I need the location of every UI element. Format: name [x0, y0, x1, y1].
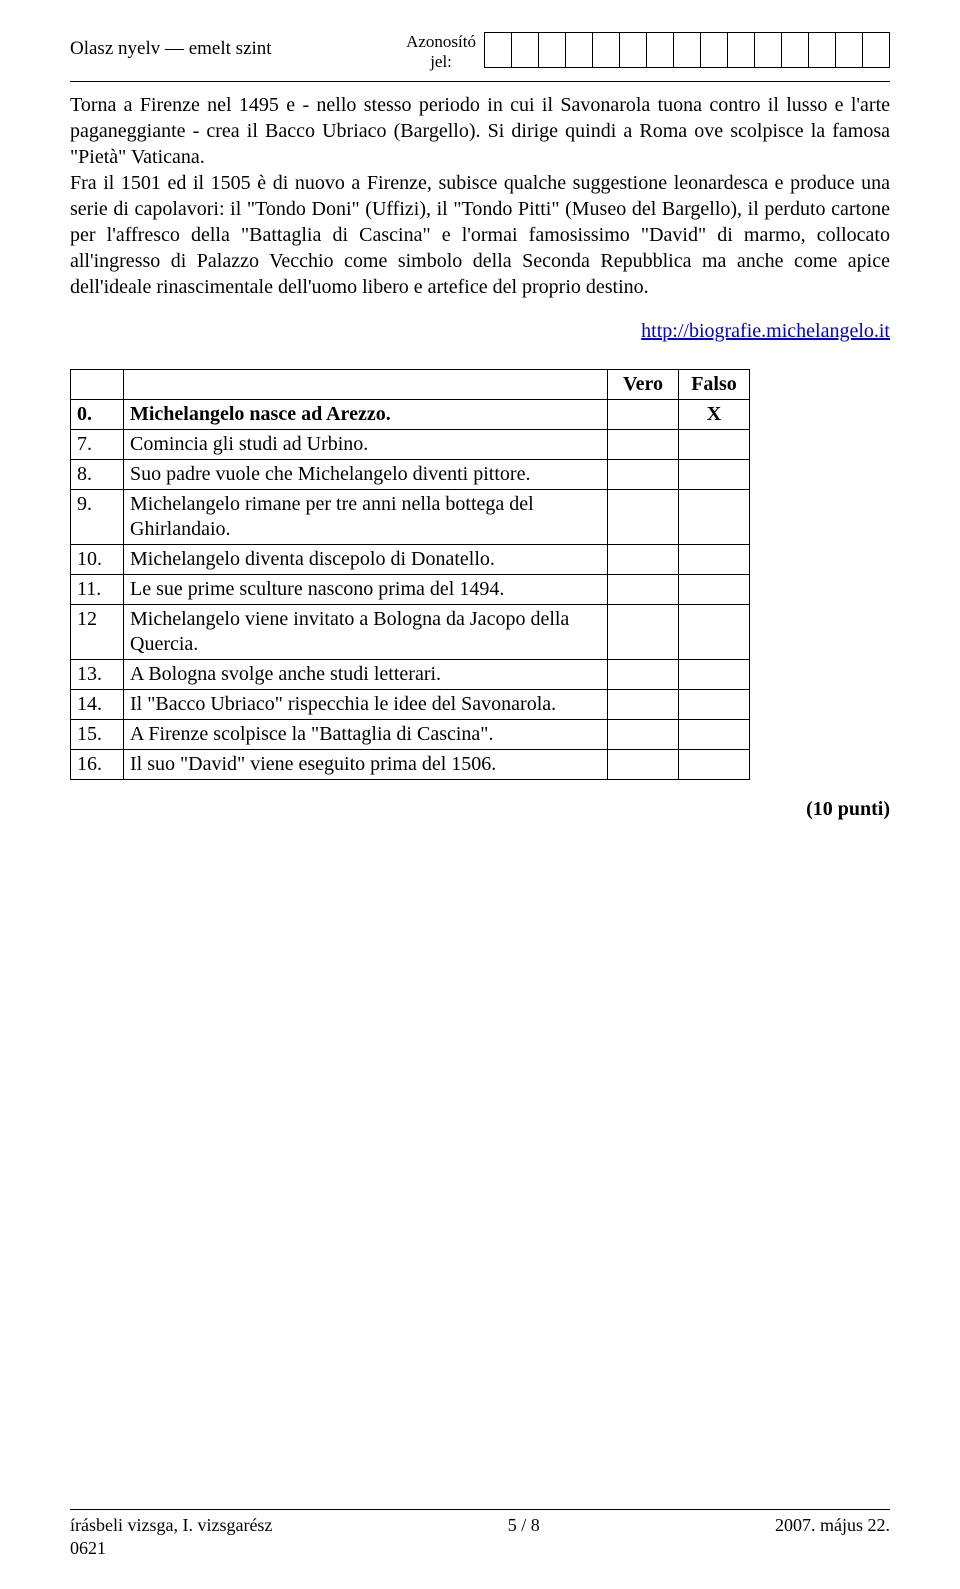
- row-statement: Michelangelo diventa discepolo di Donate…: [124, 545, 608, 575]
- footer-rule: [70, 1509, 890, 1510]
- id-label-line1: Azonosító: [406, 32, 476, 51]
- row-number: 16.: [71, 750, 124, 780]
- row-number: 10.: [71, 545, 124, 575]
- cell-vero[interactable]: [608, 490, 679, 545]
- paragraph-line: Torna a Firenze nel 1495 e - nello stess…: [70, 94, 890, 168]
- cell-vero[interactable]: [608, 545, 679, 575]
- id-box[interactable]: [835, 32, 863, 68]
- footer-left: írásbeli vizsga, I. vizsgarész 0621: [70, 1514, 272, 1559]
- row-number: 13.: [71, 660, 124, 690]
- table-row: 8.Suo padre vuole che Michelangelo diven…: [71, 460, 750, 490]
- footer-left-line2: 0621: [70, 1538, 106, 1558]
- cell-vero[interactable]: [608, 430, 679, 460]
- table-row: 15.A Firenze scolpisce la "Battaglia di …: [71, 720, 750, 750]
- table-row: 10.Michelangelo diventa discepolo di Don…: [71, 545, 750, 575]
- cell-falso[interactable]: [679, 430, 750, 460]
- id-label-line2: jel:: [430, 52, 452, 71]
- row-statement: Michelangelo nasce ad Arezzo.: [124, 400, 608, 430]
- cell-falso[interactable]: [679, 605, 750, 660]
- id-box[interactable]: [862, 32, 890, 68]
- header-rule: [70, 81, 890, 82]
- id-box[interactable]: [619, 32, 647, 68]
- id-box[interactable]: [700, 32, 728, 68]
- row-statement: Le sue prime sculture nascono prima del …: [124, 575, 608, 605]
- cell-falso[interactable]: [679, 750, 750, 780]
- footer-left-line1: írásbeli vizsga, I. vizsgarész: [70, 1515, 272, 1535]
- row-number: 8.: [71, 460, 124, 490]
- row-statement: Comincia gli studi ad Urbino.: [124, 430, 608, 460]
- row-number: 0.: [71, 400, 124, 430]
- cell-vero[interactable]: [608, 460, 679, 490]
- row-statement: A Firenze scolpisce la "Battaglia di Cas…: [124, 720, 608, 750]
- header-blank-num: [71, 370, 124, 400]
- cell-vero[interactable]: [608, 750, 679, 780]
- id-box[interactable]: [754, 32, 782, 68]
- footer: írásbeli vizsga, I. vizsgarész 0621 5 / …: [70, 1489, 890, 1559]
- cell-vero[interactable]: [608, 575, 679, 605]
- points-label: (10 punti): [70, 798, 890, 821]
- row-number: 11.: [71, 575, 124, 605]
- cell-falso[interactable]: [679, 690, 750, 720]
- row-statement: Il "Bacco Ubriaco" rispecchia le idee de…: [124, 690, 608, 720]
- id-box[interactable]: [646, 32, 674, 68]
- col-vero: Vero: [608, 370, 679, 400]
- header-blank-text: [124, 370, 608, 400]
- id-box[interactable]: [538, 32, 566, 68]
- cell-falso[interactable]: X: [679, 400, 750, 430]
- row-statement: Il suo "David" viene eseguito prima del …: [124, 750, 608, 780]
- cell-falso[interactable]: [679, 460, 750, 490]
- footer-row: írásbeli vizsga, I. vizsgarész 0621 5 / …: [70, 1514, 890, 1559]
- row-number: 7.: [71, 430, 124, 460]
- table-row: 9.Michelangelo rimane per tre anni nella…: [71, 490, 750, 545]
- row-statement: Suo padre vuole che Michelangelo diventi…: [124, 460, 608, 490]
- id-box[interactable]: [781, 32, 809, 68]
- table-header-row: Vero Falso: [71, 370, 750, 400]
- id-box[interactable]: [727, 32, 755, 68]
- quiz-table: Vero Falso 0.Michelangelo nasce ad Arezz…: [70, 369, 750, 780]
- table-row: 14.Il "Bacco Ubriaco" rispecchia le idee…: [71, 690, 750, 720]
- id-boxes: [484, 32, 890, 68]
- row-number: 9.: [71, 490, 124, 545]
- col-falso: Falso: [679, 370, 750, 400]
- header-id-label: Azonosító jel:: [406, 30, 476, 71]
- table-row: 16.Il suo "David" viene eseguito prima d…: [71, 750, 750, 780]
- cell-vero[interactable]: [608, 605, 679, 660]
- cell-falso[interactable]: [679, 720, 750, 750]
- paragraph-line: Fra il 1501 ed il 1505 è di nuovo a Fire…: [70, 172, 890, 298]
- footer-right: 2007. május 22.: [775, 1514, 890, 1559]
- source-link[interactable]: http://biografie.michelangelo.it: [70, 320, 890, 343]
- cell-vero[interactable]: [608, 400, 679, 430]
- id-box[interactable]: [592, 32, 620, 68]
- table-row: 7.Comincia gli studi ad Urbino.: [71, 430, 750, 460]
- table-row: 13.A Bologna svolge anche studi letterar…: [71, 660, 750, 690]
- cell-vero[interactable]: [608, 720, 679, 750]
- body-paragraph: Torna a Firenze nel 1495 e - nello stess…: [70, 92, 890, 300]
- table-row: 12Michelangelo viene invitato a Bologna …: [71, 605, 750, 660]
- id-box[interactable]: [484, 32, 512, 68]
- id-box[interactable]: [565, 32, 593, 68]
- header-subject: Olasz nyelv — emelt szint: [70, 30, 272, 60]
- cell-falso[interactable]: [679, 490, 750, 545]
- id-box[interactable]: [673, 32, 701, 68]
- row-number: 12: [71, 605, 124, 660]
- table-row: 11.Le sue prime sculture nascono prima d…: [71, 575, 750, 605]
- cell-vero[interactable]: [608, 660, 679, 690]
- id-box[interactable]: [511, 32, 539, 68]
- id-box[interactable]: [808, 32, 836, 68]
- header-id-area: Azonosító jel:: [406, 30, 890, 71]
- header: Olasz nyelv — emelt szint Azonosító jel:: [70, 30, 890, 71]
- row-statement: Michelangelo viene invitato a Bologna da…: [124, 605, 608, 660]
- row-number: 14.: [71, 690, 124, 720]
- cell-falso[interactable]: [679, 660, 750, 690]
- table-row: 0.Michelangelo nasce ad Arezzo. X: [71, 400, 750, 430]
- cell-vero[interactable]: [608, 690, 679, 720]
- row-statement: Michelangelo rimane per tre anni nella b…: [124, 490, 608, 545]
- cell-falso[interactable]: [679, 545, 750, 575]
- row-statement: A Bologna svolge anche studi letterari.: [124, 660, 608, 690]
- row-number: 15.: [71, 720, 124, 750]
- footer-center: 5 / 8: [272, 1514, 775, 1559]
- page: Olasz nyelv — emelt szint Azonosító jel:…: [0, 0, 960, 1589]
- cell-falso[interactable]: [679, 575, 750, 605]
